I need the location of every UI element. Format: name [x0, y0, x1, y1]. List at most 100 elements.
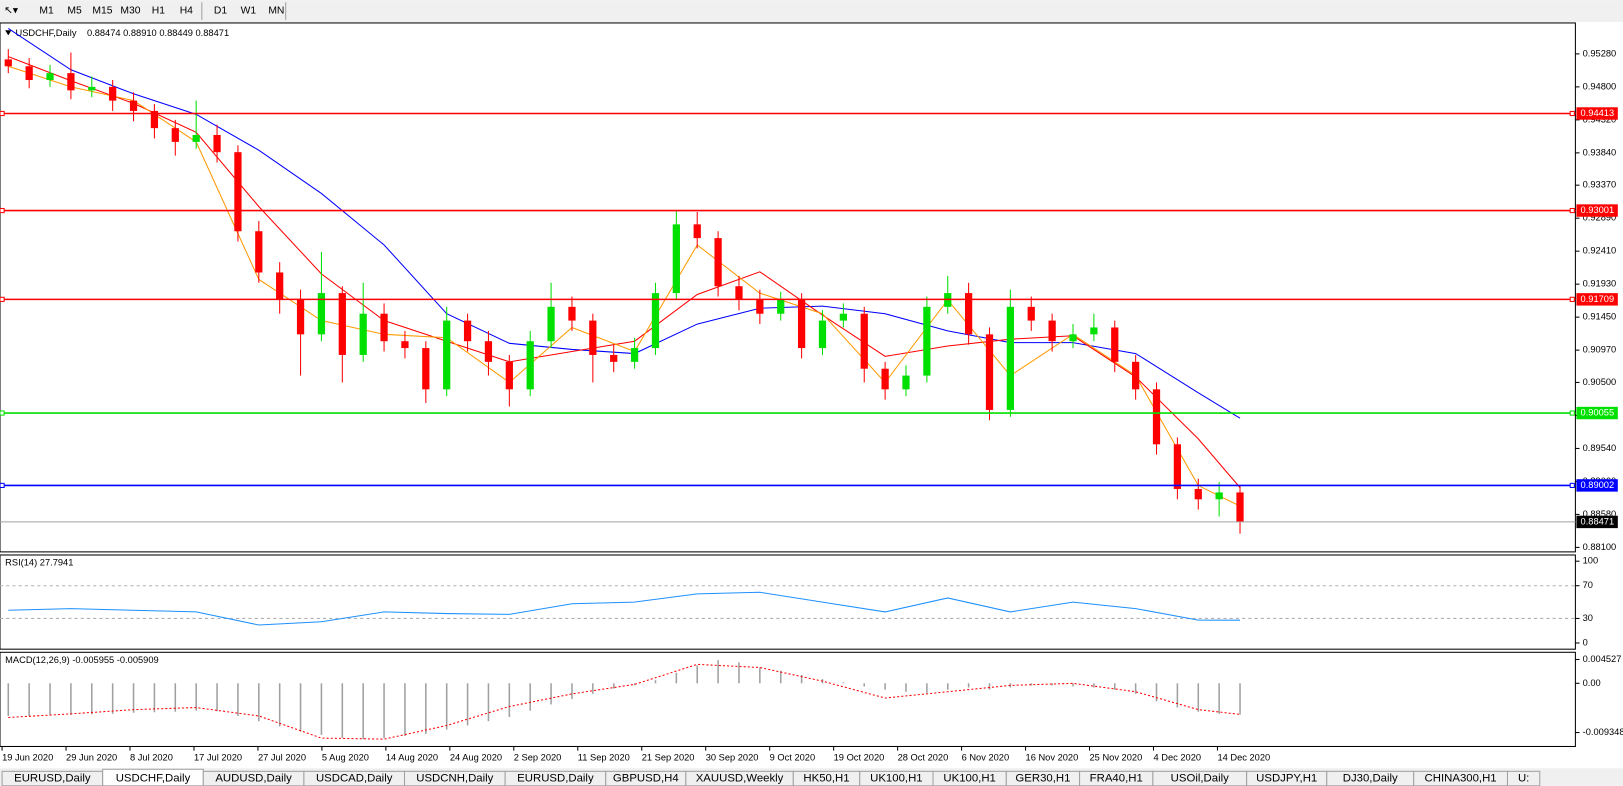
candle-body: [1173, 444, 1182, 489]
level-label-bg: [1576, 107, 1618, 120]
candle-body: [797, 299, 806, 349]
tab-label: XAUUSD,Weekly: [696, 773, 784, 785]
level-handle: [0, 410, 5, 416]
chart-tab[interactable]: USDCAD,Daily: [303, 770, 406, 786]
timeframe-button[interactable]: M5: [67, 5, 82, 16]
y-tick-label: -0.009348: [1583, 727, 1623, 737]
tab-label: UK100,H1: [943, 773, 995, 785]
candle-body: [860, 313, 868, 369]
level-handle: [0, 296, 5, 302]
chart-tab[interactable]: XAUUSD,Weekly: [685, 770, 794, 786]
candle-body: [735, 286, 743, 300]
candle-body: [526, 341, 534, 390]
x-tick-label: 19 Jun 2020: [2, 752, 53, 762]
tab-label: USOil,Daily: [1171, 773, 1229, 785]
tab-label: CHINA300,H1: [1425, 773, 1497, 785]
tab-label: U:: [1518, 773, 1529, 785]
x-tick-label: 8 Jul 2020: [130, 752, 173, 762]
chart-tab[interactable]: GBPUSD,H4: [605, 770, 687, 786]
x-tick-label: 30 Sep 2020: [706, 752, 759, 762]
chart-tab[interactable]: USDCHF,Daily: [102, 768, 204, 786]
candle-body: [756, 299, 764, 314]
timeframe-button[interactable]: D1: [214, 5, 227, 16]
tab-label: UK100,H1: [870, 773, 922, 785]
candle-body: [651, 293, 660, 349]
timeframe-label: M15: [92, 5, 112, 16]
candle-body: [589, 320, 597, 355]
timeframe-label: M30: [120, 5, 140, 16]
tab-label: USDCAD,Daily: [316, 773, 393, 785]
tab-label: USDCNH,Daily: [416, 773, 493, 785]
level-label: 0.91709: [1581, 294, 1615, 304]
timeframe-button[interactable]: H1: [152, 5, 165, 16]
x-tick-label: 9 Oct 2020: [770, 752, 815, 762]
rsi-line: [8, 591, 1241, 626]
y-tick-label: 0.90970: [1583, 345, 1617, 355]
candle-body: [1194, 488, 1202, 500]
timeframe-button[interactable]: M15: [92, 5, 112, 16]
chart-tab[interactable]: CHINA300,H1: [1413, 770, 1509, 786]
chart-tab[interactable]: GER30,H1: [1005, 770, 1081, 786]
timeframe-button[interactable]: M30: [120, 5, 140, 16]
candle-body: [109, 86, 117, 101]
timeframe-label: H4: [180, 5, 193, 16]
x-tick-label: 25 Nov 2020: [1090, 752, 1143, 762]
level-handle: [1569, 207, 1575, 214]
tab-label: DJ30,Daily: [1343, 773, 1398, 785]
chart-tab[interactable]: HK50,H1: [792, 770, 861, 786]
candle-body: [902, 375, 910, 390]
collapse-icon: [5, 30, 12, 36]
chart-tab[interactable]: USDCNH,Daily: [403, 770, 506, 786]
candle-body: [923, 306, 931, 376]
candle-body: [693, 224, 701, 239]
chart-tab[interactable]: FRA40,H1: [1079, 770, 1154, 786]
tab-label: HK50,H1: [803, 773, 849, 785]
y-tick-label: 0.004527: [1583, 654, 1622, 664]
chart-tab[interactable]: USDJPY,H1: [1246, 770, 1328, 786]
rsi-panel: [0, 554, 1576, 650]
candle-body: [777, 299, 785, 314]
candle-body: [443, 320, 451, 390]
level-handle: [0, 207, 5, 214]
x-tick-label: 17 Jul 2020: [194, 752, 242, 762]
candle-body: [192, 135, 200, 142]
y-tick-label: 0.92890: [1583, 213, 1617, 223]
candle-body: [422, 348, 430, 390]
candle-body: [610, 354, 618, 362]
candle-body: [568, 306, 576, 321]
y-tick-label: 70: [1583, 580, 1593, 590]
level-label: 0.88471: [1581, 516, 1615, 526]
candle-body: [1152, 389, 1161, 445]
level-label-bg: [1576, 293, 1618, 306]
x-tick-label: 24 Aug 2020: [450, 752, 502, 762]
timeframe-button[interactable]: M1: [39, 5, 54, 16]
timeframe-button[interactable]: W1: [241, 5, 257, 16]
chart-tab[interactable]: UK100,H1: [859, 770, 934, 786]
y-tick-label: 0.88580: [1583, 509, 1617, 519]
y-tick-label: 0.88100: [1583, 542, 1617, 552]
y-tick-label: 0.91930: [1583, 279, 1617, 289]
y-tick-label: 30: [1583, 613, 1593, 623]
chart-tab[interactable]: U:: [1506, 770, 1541, 786]
chart-title: USDCHF,Daily: [16, 28, 77, 38]
level-label-bg: [1576, 204, 1618, 217]
y-tick-label: 0.00: [1583, 678, 1601, 688]
chart-tab[interactable]: EURUSD,Daily: [1, 770, 104, 786]
y-tick-label: 100: [1583, 556, 1599, 566]
macd-panel: [0, 651, 1576, 747]
candle-body: [129, 100, 138, 111]
x-tick-label: 27 Jul 2020: [258, 752, 306, 762]
candle-body: [317, 293, 326, 335]
chart-tab[interactable]: EURUSD,Daily: [504, 770, 607, 786]
candle-body: [276, 272, 284, 300]
timeframe-button[interactable]: H4: [180, 5, 193, 16]
x-tick-label: 16 Nov 2020: [1026, 752, 1079, 762]
chart-tab[interactable]: UK100,H1: [932, 770, 1007, 786]
chart-tab[interactable]: USOil,Daily: [1152, 770, 1248, 786]
x-tick-label: 29 Jun 2020: [66, 752, 117, 762]
chart-tab[interactable]: DJ30,Daily: [1326, 770, 1415, 786]
timeframe-button[interactable]: MN: [268, 5, 284, 16]
chart-tab[interactable]: AUDUSD,Daily: [202, 770, 305, 786]
y-tick-label: 0.92410: [1583, 246, 1617, 256]
